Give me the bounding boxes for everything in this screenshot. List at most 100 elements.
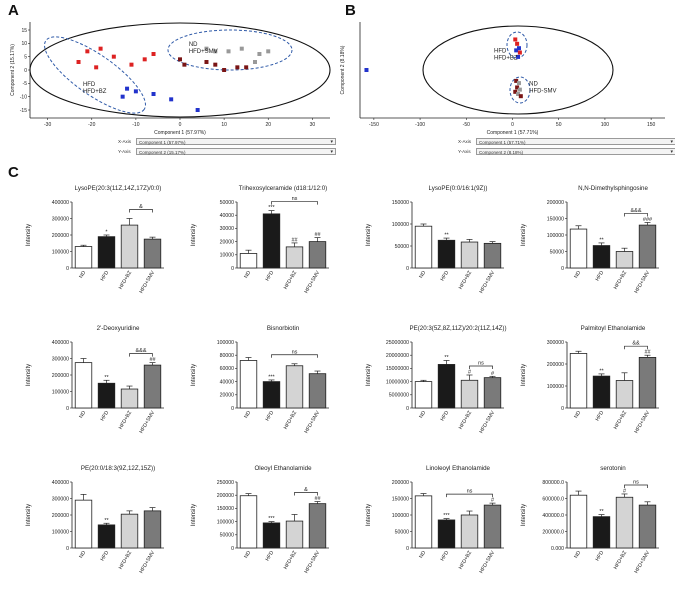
x-tick-label: HFD+SMV — [634, 270, 652, 295]
significance-mark: *** — [268, 516, 275, 522]
y-axis-select[interactable]: Component 2 (8.18%) ▾ — [476, 148, 675, 155]
y-tick-label: 20000000 — [386, 353, 409, 359]
significance-mark: *** — [268, 205, 275, 211]
y-tick-label: 600000.0 — [542, 496, 564, 502]
comparison-bracket — [446, 493, 493, 498]
x-tick-label: 20 — [265, 122, 271, 128]
group-label: ND — [529, 81, 538, 87]
y-tick-label: 15 — [21, 28, 27, 34]
bar-chart: Oleoyl Ethanolamide Intensity 0 50000 100000… — [191, 465, 329, 575]
y-tick-label: 0 — [406, 546, 409, 552]
x-tick-label: ND — [418, 410, 427, 420]
score-point — [204, 46, 209, 51]
bar — [569, 494, 588, 549]
bar — [460, 379, 479, 409]
score-point — [98, 46, 103, 51]
y-tick-label: 400000 — [52, 480, 69, 486]
score-point — [517, 50, 522, 55]
y-tick-label: 100000 — [217, 519, 234, 525]
group-label: HFD+SMV — [189, 49, 218, 55]
bar-chart: Trihexosylceramide (d18:1/12:0) Intensity… — [191, 185, 329, 295]
y-tick-label: 5000000 — [389, 393, 409, 399]
significance-mark: # — [491, 498, 495, 504]
x-axis-title: Component 1 (57.71%) — [487, 130, 539, 136]
y-tick-label: 20000 — [220, 393, 235, 399]
x-tick-label: 100 — [601, 122, 610, 128]
significance-mark: ** — [599, 368, 604, 374]
y-tick-label: 100000 — [52, 529, 69, 535]
bar — [239, 495, 258, 549]
y-tick-label: 300000 — [52, 216, 69, 222]
y-tick-label: 300000 — [547, 340, 564, 346]
axis-select-label: X-Axis — [458, 139, 472, 144]
y-tick-label: 150000 — [392, 200, 409, 206]
x-tick-label: HFD+BZ — [118, 270, 133, 291]
significance-mark: # — [468, 370, 472, 376]
bar — [120, 388, 139, 409]
x-tick-label: HFD — [440, 270, 451, 282]
y-tick-label: 400000 — [52, 340, 69, 346]
bar-chart: PE(20:0/18:3(9Z,12Z,15Z)) Intensity 0 10000… — [26, 465, 164, 575]
axis-select-label: X-Axis — [118, 139, 132, 144]
y-axis-title: Intensity — [521, 364, 527, 386]
x-tick-label: HFD+BZ — [458, 410, 473, 431]
y-tick-label: 200000.0 — [542, 529, 564, 535]
x-axis-select[interactable]: Component 1 (57.71%) ▾ — [476, 138, 675, 145]
x-tick-label: HFD — [100, 410, 111, 422]
y-tick-label: 25000000 — [386, 340, 409, 346]
y-tick-label: 100000 — [392, 513, 409, 519]
significance-mark: # — [623, 488, 627, 494]
x-axis-select[interactable]: Component 1 (57.97%) ▾ — [136, 138, 336, 145]
bar-chart: Linoleoyl Ethanolamide Intensity 0 50000 100… — [366, 465, 504, 575]
bar — [615, 251, 634, 269]
score-point — [516, 54, 521, 59]
x-tick-label: HFD — [595, 410, 606, 422]
x-tick-label: HFD+SMV — [139, 270, 157, 295]
score-point — [151, 92, 156, 96]
bar-chart: LysoPE(0:0/16:1(9Z)) Intensity 0 50000 10000… — [366, 185, 504, 295]
x-tick-label: 0 — [179, 122, 182, 128]
bar — [437, 519, 456, 549]
y-tick-label: 100000 — [52, 249, 69, 255]
score-point — [222, 68, 227, 72]
comparison-bracket — [624, 484, 648, 488]
bracket-label: ns — [292, 196, 298, 202]
score-point — [129, 62, 134, 67]
score-point — [516, 46, 521, 51]
x-tick-label: 0 — [511, 122, 514, 128]
panel-label-a: A — [8, 2, 19, 19]
bar-chart: N,N-Dimethylsphingosine Intensity 0 50000 10… — [521, 185, 659, 295]
score-point — [76, 60, 81, 64]
y-axis-select[interactable]: Component 2 (15.17%) ▾ — [136, 148, 336, 155]
x-tick-label: HFD+SMV — [479, 410, 497, 435]
chart-title: 2'-Deoxyuridine — [97, 325, 140, 332]
y-tick-label: 150000 — [392, 496, 409, 502]
score-point — [257, 52, 262, 56]
y-axis-title: Intensity — [366, 364, 372, 386]
confidence-ellipse — [29, 22, 331, 118]
x-tick-label: HFD+SMV — [139, 550, 157, 575]
score-point — [94, 65, 99, 70]
y-tick-label: 0 — [66, 406, 69, 412]
score-point — [182, 62, 187, 67]
panel-label-c: C — [8, 164, 19, 181]
bracket-label: ns — [467, 489, 473, 495]
bar-chart: LysoPE(20:3(11Z,14Z,17Z)/0:0) Intensity 0 1… — [26, 185, 164, 295]
y-tick-label: 100000 — [547, 233, 564, 239]
comparison-bracket — [129, 353, 153, 357]
x-tick-label: 50 — [556, 122, 562, 128]
score-point — [195, 108, 200, 112]
y-tick-label: 800000.0 — [542, 480, 564, 486]
significance-mark: ## — [149, 357, 156, 363]
y-axis-title: Intensity — [191, 504, 197, 526]
x-tick-label: HFD+SMV — [304, 550, 322, 575]
y-tick-label: 0 — [406, 406, 409, 412]
chart-title: Bisnorbiotin — [267, 325, 300, 332]
significance-mark: # — [491, 371, 495, 377]
comparison-bracket — [129, 209, 153, 213]
comparison-bracket — [294, 492, 318, 496]
comparison-bracket — [624, 213, 648, 217]
y-tick-label: 100000 — [392, 222, 409, 228]
x-tick-label: ND — [78, 410, 87, 420]
score-point — [517, 87, 522, 92]
